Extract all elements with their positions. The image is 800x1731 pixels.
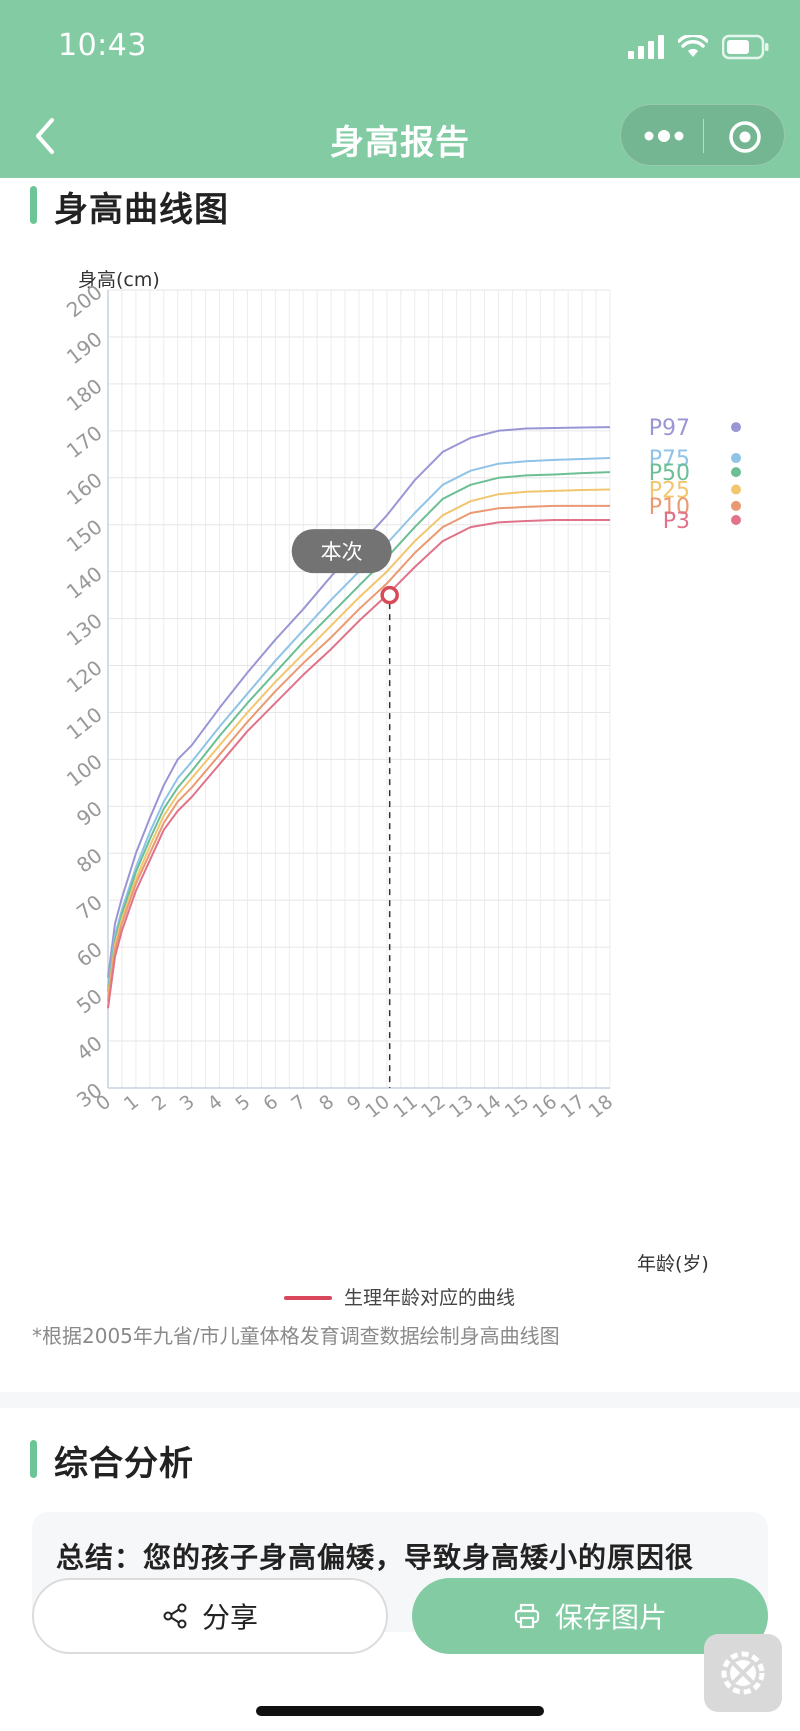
- floating-tool-button[interactable]: [704, 1634, 782, 1712]
- series-dot-p75: [731, 453, 741, 464]
- y-tick-label: 50: [72, 984, 107, 1019]
- y-axis-ticks: 3040506070809010011012013014015016017018…: [62, 280, 107, 1113]
- height-section-title: 身高曲线图: [54, 190, 229, 230]
- series-line-p75: [107, 457, 611, 988]
- analysis-section-title: 综合分析: [54, 1444, 194, 1484]
- y-axis-label: 身高(cm): [78, 269, 160, 291]
- tools-icon: [721, 1651, 765, 1695]
- y-tick-label: 170: [62, 421, 107, 463]
- chart-footnote: *根据2005年九省/市儿童体格发育调查数据绘制身高曲线图: [32, 1324, 560, 1348]
- current-marker: 本次: [291, 529, 399, 1088]
- target-close-icon[interactable]: [727, 119, 763, 155]
- y-tick-label: 160: [62, 468, 107, 510]
- marker-point: [380, 585, 399, 605]
- y-tick-label: 130: [62, 608, 107, 650]
- height-curve-chart: 身高(cm) 年龄(岁) 304050607080901001101201301…: [62, 269, 741, 1275]
- series-dot-p50: [731, 467, 741, 478]
- top-bar: 10:43 身高报告: [0, 0, 800, 178]
- series-label-p75: P75: [649, 447, 690, 472]
- y-tick-label: 110: [62, 702, 107, 744]
- printer-icon: [514, 1603, 540, 1629]
- y-tick-label: 80: [72, 843, 107, 878]
- battery-icon: [722, 34, 769, 60]
- status-time: 10:43: [58, 28, 147, 63]
- mini-program-capsule: [620, 104, 785, 166]
- y-tick-label: 100: [62, 749, 107, 791]
- marker-tooltip: [291, 529, 392, 574]
- series-line-p25: [107, 488, 611, 997]
- section-separator: [0, 1392, 800, 1408]
- legend-text: 生理年龄对应的曲线: [344, 1287, 516, 1309]
- x-tick-label: 4: [204, 1091, 227, 1116]
- x-tick-label: 0: [92, 1091, 115, 1116]
- chart-grid: [107, 289, 611, 1089]
- x-tick-label: 9: [343, 1091, 366, 1116]
- chevron-left-icon[interactable]: [26, 112, 66, 160]
- y-tick-label: 120: [62, 655, 107, 697]
- status-icons: [628, 32, 770, 62]
- x-tick-label: 7: [287, 1091, 310, 1116]
- save-image-button[interactable]: 保存图片: [412, 1578, 768, 1654]
- series-label-p97: P97: [649, 416, 690, 441]
- section-accent-bar: [30, 186, 37, 224]
- x-tick-label: 8: [315, 1091, 338, 1116]
- x-tick-label: 2: [148, 1091, 171, 1116]
- share-button-label: 分享: [201, 1601, 258, 1634]
- series-label-p10: P10: [649, 495, 690, 520]
- wifi-icon: [678, 35, 708, 57]
- cellular-signal-icon: [628, 35, 664, 59]
- series-line-p10: [107, 504, 610, 1002]
- series-label-p50: P50: [649, 461, 690, 486]
- y-tick-label: 150: [62, 514, 107, 556]
- legend-line-swatch: [284, 1296, 332, 1300]
- series-label-p3: P3: [663, 509, 690, 534]
- share-button[interactable]: 分享: [32, 1578, 388, 1654]
- page-title: 身高报告: [330, 123, 470, 163]
- series-line-p3: [107, 519, 610, 1009]
- y-tick-label: 90: [72, 796, 107, 831]
- y-tick-label: 180: [62, 374, 107, 416]
- home-indicator: [256, 1706, 544, 1716]
- y-tick-label: 70: [72, 890, 107, 925]
- x-axis-label: 年龄(岁): [637, 1253, 709, 1275]
- x-tick-label: 6: [259, 1091, 282, 1116]
- series-line-p50: [107, 471, 611, 992]
- save-button-label: 保存图片: [554, 1601, 667, 1634]
- x-tick-label: 1: [120, 1091, 143, 1116]
- section-accent-bar: [30, 1440, 37, 1478]
- y-tick-label: 40: [72, 1031, 107, 1066]
- summary-text: 总结：您的孩子身高偏矮，导致身高矮小的原因很: [56, 1541, 695, 1574]
- series-dot-p3: [731, 515, 741, 526]
- x-tick-label: 3: [176, 1091, 199, 1116]
- marker-tooltip-label: 本次: [321, 540, 363, 564]
- share-icon: [163, 1603, 187, 1629]
- series-dot-p97: [731, 422, 741, 433]
- y-tick-label: 60: [72, 937, 107, 972]
- series-dot-p10: [731, 500, 741, 511]
- capsule-divider: [703, 119, 704, 153]
- x-tick-label: 18: [584, 1091, 617, 1123]
- more-dots-icon[interactable]: [639, 121, 689, 151]
- x-tick-label: 5: [231, 1091, 254, 1116]
- y-tick-label: 140: [62, 561, 107, 603]
- series-line-p97: [107, 426, 611, 978]
- series-label-p25: P25: [649, 479, 690, 504]
- y-tick-label: 190: [62, 327, 107, 369]
- series-dot-p25: [731, 484, 741, 495]
